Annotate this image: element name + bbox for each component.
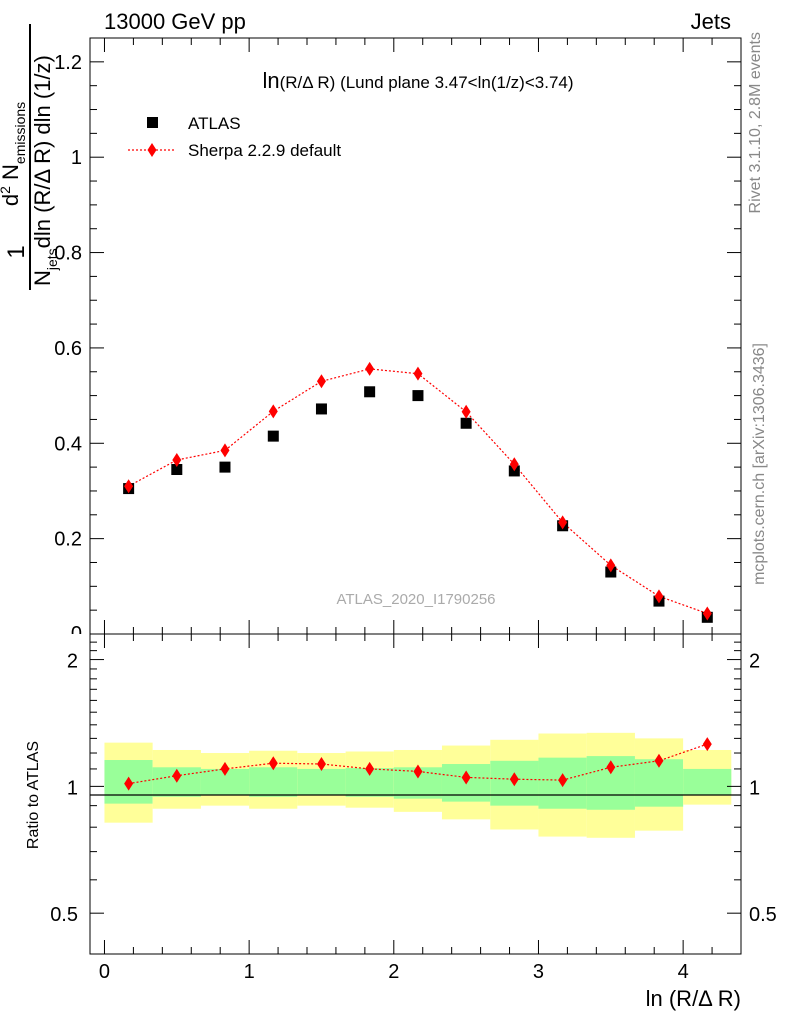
sherpa-data-point — [220, 443, 230, 458]
main-data-marks — [123, 361, 713, 623]
atlas-data-point — [412, 390, 424, 402]
rivet-version-label: Rivet 3.1.10, 2.8M events — [747, 32, 764, 213]
ratio-sherpa-point — [124, 776, 134, 791]
ratio-sherpa-point — [461, 770, 471, 785]
ratio-sherpa-point — [606, 760, 616, 775]
sherpa-data-point — [268, 404, 278, 419]
ratio-uncertainty-bands — [104, 732, 732, 838]
sherpa-data-point — [606, 558, 616, 573]
ratio-sherpa-point — [220, 761, 230, 776]
ratio-y-tick-label-left: 2 — [67, 651, 78, 673]
x-axis-label: ln (R/Δ R) — [646, 986, 741, 1011]
mcplots-label: mcplots.cern.ch [arXiv:1306.3436] — [751, 343, 768, 585]
sherpa-data-point — [172, 452, 182, 467]
y-axis-label-main: 1 d2 Nemissions Njetsdln (R/Δ R) dln (1/… — [0, 24, 60, 290]
sherpa-data-point — [558, 515, 568, 530]
atlas-data-point — [267, 430, 279, 442]
ratio-y-axis-label: Ratio to ATLAS — [25, 741, 42, 849]
sherpa-data-point — [509, 457, 519, 472]
ratio-y-tick-label-right: 1 — [749, 777, 760, 799]
sherpa-data-point — [654, 589, 664, 604]
ratio-plot-panel: 0.5 0.5 1 1 2 2 0 1 2 3 4 Ratio to ATLAS ln (R/Δ … — [25, 633, 777, 1011]
ratio-y-tick-labels: 0.5 0.5 1 1 2 2 — [50, 651, 777, 927]
ratio-sherpa-point — [654, 753, 664, 768]
ratio-y-tick-label-right: 2 — [749, 651, 760, 673]
plot-title: ln(R/Δ R) (Lund plane 3.47<ln(1/z)<3.74) — [262, 68, 573, 93]
x-tick-label: 3 — [533, 961, 544, 983]
main-y-tick-labels: 0.2 0.4 0.6 0.8 1 1.2 — [54, 52, 82, 551]
ratio-y-tick-label-left: 0.5 — [50, 904, 78, 926]
ratio-y-tick-label-left: 1 — [67, 777, 78, 799]
atlas-data-point — [364, 386, 376, 398]
sherpa-line — [128, 368, 708, 615]
ratio-y-tick-label-right: 0.5 — [749, 904, 777, 926]
x-tick-label: 1 — [244, 961, 255, 983]
x-tick-labels: 0 1 2 3 4 — [99, 961, 689, 983]
ratio-sherpa-point — [316, 757, 326, 772]
atlas-data-point — [219, 461, 231, 473]
main-y-tick-label: 0.2 — [54, 529, 82, 551]
atlas-data-point — [460, 417, 472, 429]
sherpa-data-point — [316, 374, 326, 389]
main-y-tick-label: 0.4 — [54, 433, 82, 455]
header-right-label: Jets — [691, 9, 731, 34]
ratio-plot-frame — [89, 633, 742, 955]
ratio-axis-ticks — [90, 634, 742, 954]
legend-atlas-label: ATLAS — [188, 114, 241, 133]
ylabel-numerator-d2n: d2 Nemissions — [0, 102, 28, 206]
legend: ATLAS Sherpa 2.2.9 default — [128, 114, 341, 160]
main-zero-tick-mask — [60, 634, 90, 644]
sherpa-data-point — [124, 479, 134, 494]
header-left-label: 13000 GeV pp — [104, 9, 246, 34]
x-tick-label: 4 — [678, 961, 689, 983]
ratio-sherpa-point — [172, 768, 182, 783]
ratio-sherpa-point — [413, 764, 423, 779]
ratio-sherpa-point — [268, 756, 278, 771]
ylabel-denominator: Njetsdln (R/Δ R) dln (1/z) — [30, 55, 60, 286]
sherpa-data-point — [413, 366, 423, 381]
ratio-data-marks — [124, 737, 712, 791]
x-tick-label: 0 — [99, 961, 110, 983]
watermark-label: ATLAS_2020_I1790256 — [336, 591, 495, 608]
ratio-inner-band-bin — [249, 767, 298, 797]
legend-sherpa-label: Sherpa 2.2.9 default — [188, 141, 341, 160]
ratio-sherpa-point — [702, 737, 712, 752]
atlas-data-point — [315, 403, 327, 415]
sherpa-data-point — [461, 404, 471, 419]
ylabel-numerator-one: 1 — [3, 245, 30, 258]
main-plot-panel: 0.20.40.60.811.2 0 ln(R/Δ R) (Lund plane… — [54, 37, 742, 645]
main-y-tick-label: 1 — [71, 147, 82, 169]
atlas-data-point — [171, 464, 183, 476]
main-y-tick-label: 0.8 — [54, 243, 82, 265]
ratio-inner-band-bin — [683, 768, 732, 795]
legend-sherpa-marker — [147, 143, 157, 157]
x-tick-label: 2 — [388, 961, 399, 983]
main-axis-ticks — [90, 38, 742, 634]
main-y-tick-label: 0.6 — [54, 338, 82, 360]
sherpa-data-point — [702, 606, 712, 621]
ratio-sherpa-point — [509, 772, 519, 787]
ratio-sherpa-point — [558, 773, 568, 788]
ratio-inner-band-bin — [297, 768, 346, 795]
legend-atlas-marker — [147, 117, 158, 128]
sherpa-data-point — [365, 361, 375, 376]
main-y-tick-label: 1.2 — [54, 52, 82, 74]
ratio-sherpa-point — [365, 761, 375, 776]
